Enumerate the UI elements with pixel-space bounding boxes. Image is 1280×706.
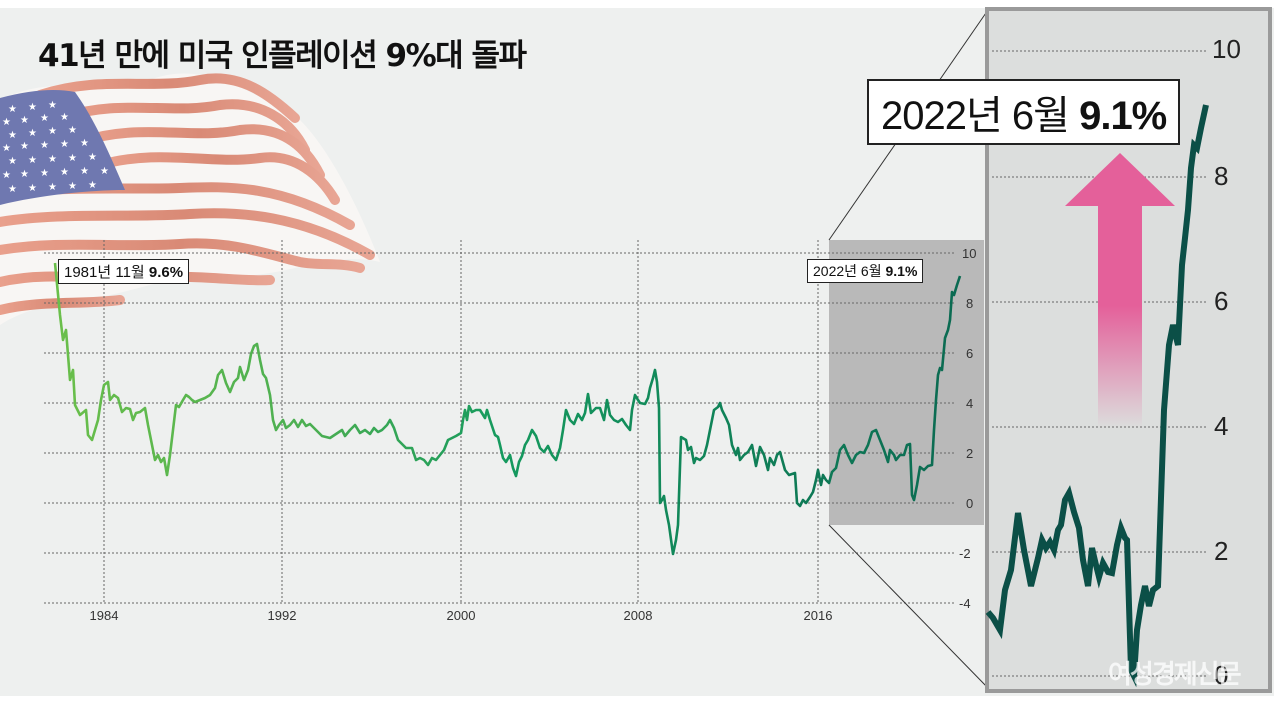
svg-text:★: ★ — [40, 168, 49, 179]
svg-text:★: ★ — [8, 156, 17, 167]
annotation-1981-value: 9.6% — [148, 264, 184, 281]
svg-text:★: ★ — [68, 181, 77, 192]
zoom-y-tick-label: 0 — [1214, 660, 1229, 690]
inflation-line — [53, 262, 962, 556]
annotation-2022-peak: 2022년 6월 9.1% — [807, 259, 924, 283]
svg-text:★: ★ — [88, 180, 97, 191]
svg-text:★: ★ — [60, 139, 69, 150]
zoom-connector-bottom — [828, 524, 989, 689]
up-arrow-icon — [1065, 153, 1175, 428]
svg-text:★: ★ — [8, 184, 17, 195]
y-tick-label: 0 — [966, 496, 974, 511]
svg-text:★: ★ — [100, 166, 109, 177]
svg-text:★: ★ — [68, 125, 77, 136]
svg-text:★: ★ — [48, 100, 57, 111]
svg-text:★: ★ — [48, 126, 57, 137]
svg-text:★: ★ — [68, 153, 77, 164]
zoom-y-tick-label: 8 — [1214, 161, 1229, 191]
svg-text:★: ★ — [28, 155, 37, 166]
y-tick-label: 4 — [966, 396, 974, 411]
svg-text:★: ★ — [20, 115, 29, 126]
annotation-2022-zoom-value: 9.1% — [1079, 94, 1167, 138]
zoom-y-tick-label: 2 — [1214, 536, 1229, 566]
x-tick-label: 1984 — [89, 608, 119, 623]
zoom-y-tick-label: 6 — [1214, 286, 1229, 316]
zoom-inflation-line — [985, 104, 1209, 688]
annotation-2022-date: 2022년 6월 — [813, 263, 882, 279]
x-tick-label: 1992 — [267, 608, 297, 623]
svg-text:★: ★ — [80, 138, 89, 149]
annotation-1981-peak: 1981년 11월 9.6% — [58, 259, 190, 284]
x-tick-label: 2008 — [623, 608, 653, 623]
x-tick-label: 2016 — [803, 608, 833, 623]
svg-text:★: ★ — [88, 152, 97, 163]
svg-text:★: ★ — [2, 143, 11, 154]
zoom-y-tick-label: 10 — [1212, 34, 1241, 64]
svg-text:★: ★ — [28, 128, 37, 139]
svg-text:★: ★ — [40, 140, 49, 151]
annotation-1981-date: 1981년 11월 — [64, 264, 145, 281]
y-tick-label: 6 — [966, 346, 974, 361]
svg-text:★: ★ — [40, 113, 49, 124]
svg-text:★: ★ — [8, 104, 17, 115]
svg-text:★: ★ — [2, 170, 11, 181]
annotation-2022-zoom: 2022년 6월 9.1% — [867, 79, 1181, 145]
svg-text:★: ★ — [28, 183, 37, 194]
svg-text:★: ★ — [20, 169, 29, 180]
svg-text:★: ★ — [60, 167, 69, 178]
publisher-watermark: 여성경제신문 — [1108, 660, 1242, 690]
svg-text:★: ★ — [48, 154, 57, 165]
svg-text:★: ★ — [8, 130, 17, 141]
svg-text:★: ★ — [28, 102, 37, 113]
y-tick-label: 2 — [966, 446, 974, 461]
svg-text:★: ★ — [20, 141, 29, 152]
y-tick-label: 8 — [966, 296, 974, 311]
annotation-2022-value: 9.1% — [885, 263, 918, 279]
svg-text:★: ★ — [80, 166, 89, 177]
annotation-2022-zoom-date: 2022년 6월 — [881, 94, 1070, 138]
svg-text:★: ★ — [48, 182, 57, 193]
svg-text:★: ★ — [2, 117, 11, 128]
chart-title: 41년 만에 미국 인플레이션 9%대 돌파 — [38, 38, 527, 74]
y-tick-label: -2 — [959, 546, 971, 561]
svg-text:★: ★ — [60, 112, 69, 123]
highlight-region — [829, 240, 984, 525]
y-tick-label: 10 — [962, 246, 977, 261]
y-tick-label: -4 — [959, 596, 971, 611]
x-tick-label: 2000 — [446, 608, 476, 623]
zoom-y-tick-label: 4 — [1214, 411, 1229, 441]
main-gridlines — [44, 240, 955, 604]
